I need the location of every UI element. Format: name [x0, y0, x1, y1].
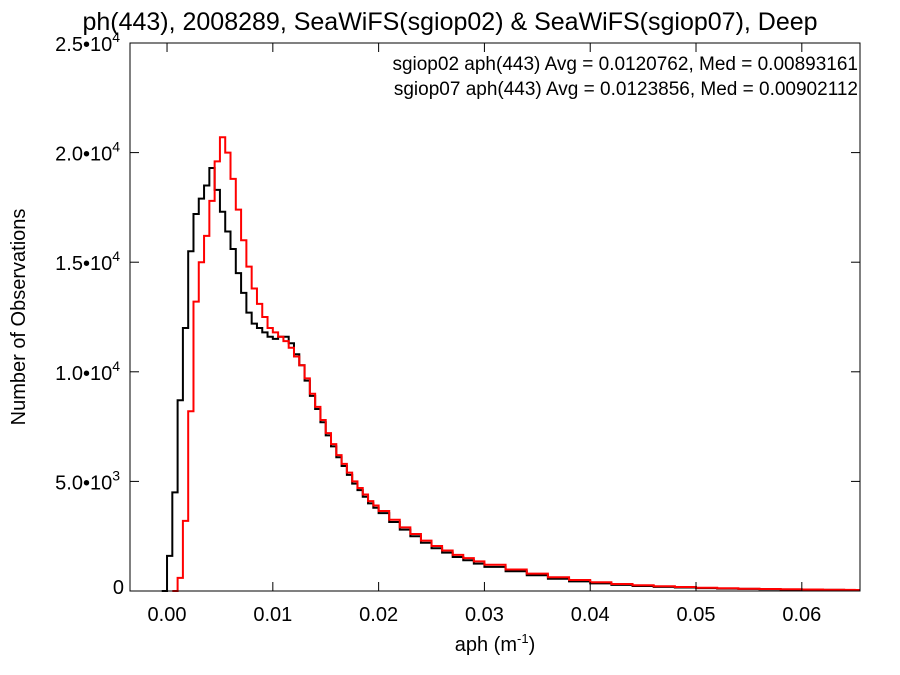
plot-frame — [129, 42, 861, 592]
legend-entry-sgiop07: sgiop07 aph(443) Avg = 0.0123856, Med = … — [394, 79, 858, 100]
x-axis-title-sup: -1 — [517, 631, 529, 646]
x-axis-title-main: aph (m — [455, 634, 517, 656]
y-tick-label-2: 1.0•104 — [55, 358, 120, 385]
y-tick-label-5: 2.5•104 — [55, 29, 120, 56]
x-axis-title: aph (m-1) — [455, 631, 535, 656]
y-axis-title: Number of Observations — [8, 209, 30, 426]
x-tick-label-3: 0.03 — [465, 604, 504, 626]
x-tick-label-0: 0.00 — [148, 604, 187, 626]
y-axis: 0 5.0•103 1.0•104 1.5•104 2.0•104 2.5•104 — [55, 29, 860, 599]
series-line-1 — [172, 136, 860, 592]
x-tick-label-6: 0.06 — [782, 604, 821, 626]
y-tick-label-4: 2.0•104 — [55, 139, 120, 166]
x-tick-label-5: 0.05 — [677, 604, 716, 626]
y-tick-label-3: 1.5•104 — [55, 248, 120, 275]
series-line-0 — [161, 166, 860, 592]
y-tick-label-1: 5.0•103 — [55, 467, 120, 494]
legend-entry-sgiop02: sgiop02 aph(443) Avg = 0.0120762, Med = … — [392, 54, 858, 75]
series-layer — [161, 136, 860, 592]
x-tick-label-1: 0.01 — [253, 604, 292, 626]
chart-title: ph(443), 2008289, SeaWiFS(sgiop02) & Sea… — [82, 8, 817, 36]
x-axis-title-end: ) — [529, 634, 536, 656]
x-tick-label-2: 0.02 — [359, 604, 398, 626]
x-axis: 0.00 0.01 0.02 0.03 0.04 0.05 0.06 — [148, 43, 821, 626]
x-tick-label-4: 0.04 — [571, 604, 610, 626]
y-tick-label-0: 0 — [113, 577, 124, 599]
legend: sgiop02 aph(443) Avg = 0.0120762, Med = … — [392, 54, 858, 100]
